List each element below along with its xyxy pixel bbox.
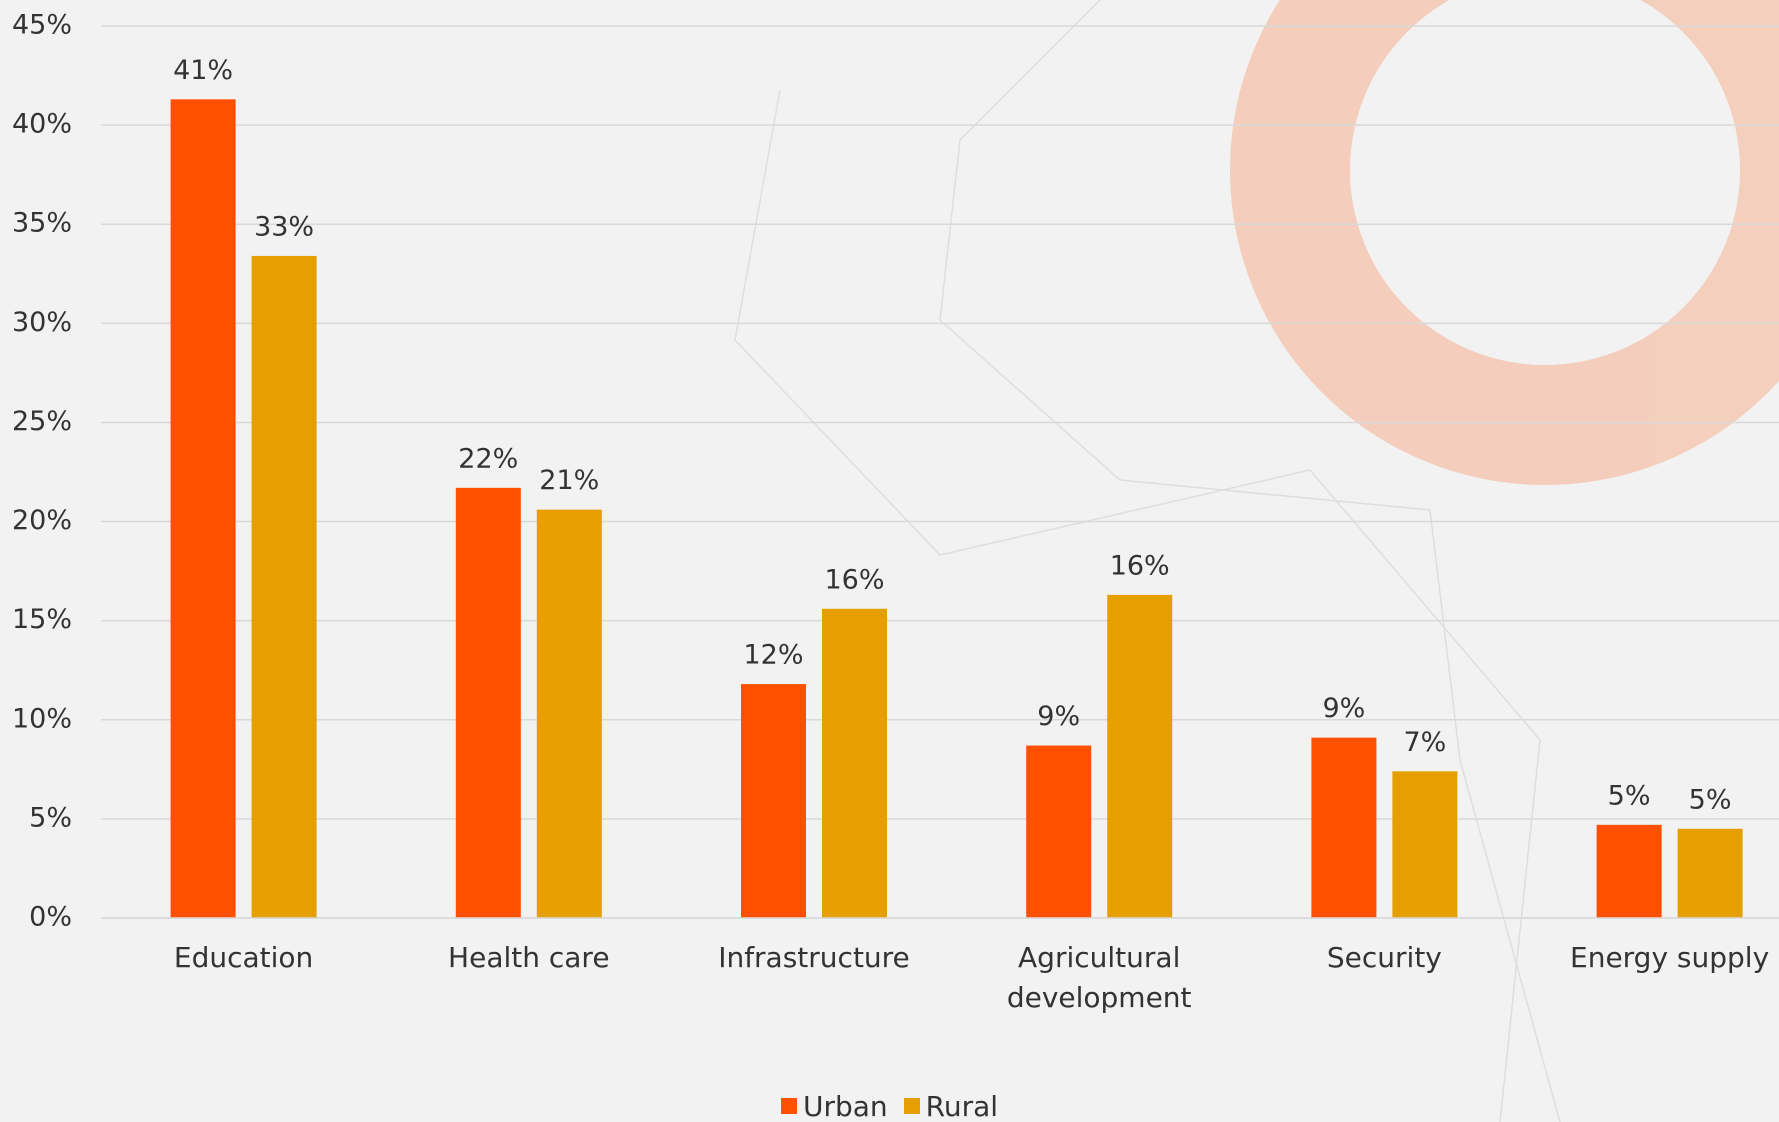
decor-line — [734, 89, 1541, 1122]
bar — [170, 99, 236, 918]
data-label: 5% — [1689, 784, 1732, 815]
decor-line — [939, 0, 1561, 1122]
background-decoration — [734, 0, 1779, 1122]
y-tick-label: 45% — [12, 10, 72, 41]
y-tick-label: 35% — [12, 208, 72, 239]
data-label: 5% — [1608, 780, 1651, 811]
data-label: 7% — [1403, 727, 1446, 758]
legend-swatch — [903, 1098, 920, 1114]
decor-ring — [1230, 0, 1779, 485]
legend-label: Urban — [802, 1089, 888, 1122]
data-label: 21% — [539, 465, 599, 496]
y-tick-label: 0% — [29, 902, 72, 933]
bar — [1596, 824, 1662, 918]
data-label: 41% — [173, 55, 233, 86]
y-tick-label: 25% — [12, 406, 72, 437]
data-label: 22% — [458, 443, 518, 474]
y-tick-label: 40% — [12, 109, 72, 140]
x-tick-label: Infrastructure — [718, 941, 910, 974]
y-tick-label: 15% — [12, 604, 72, 635]
bar — [1392, 771, 1458, 918]
bar — [822, 608, 887, 918]
legend-item: Urban — [780, 1089, 888, 1122]
bar — [536, 509, 602, 918]
data-label: 16% — [1110, 550, 1170, 581]
bar — [1311, 737, 1377, 918]
legend: Urban Rural — [0, 1088, 1779, 1122]
data-label: 16% — [824, 564, 884, 595]
bar — [1677, 828, 1743, 918]
x-tick-label: Agricultural development — [1006, 941, 1192, 1014]
legend-label: Rural — [925, 1089, 999, 1122]
bar — [455, 487, 521, 918]
y-tick-label: 30% — [12, 307, 72, 338]
y-tick-label: 5% — [29, 802, 72, 833]
data-label: 12% — [743, 640, 803, 671]
bar — [1026, 745, 1092, 918]
x-tick-label: Security — [1326, 941, 1442, 974]
x-tick-label: Education — [173, 941, 314, 974]
bar — [1107, 594, 1173, 918]
data-label: 9% — [1037, 701, 1080, 732]
data-label: 33% — [254, 211, 314, 242]
x-tick-label: Health care — [448, 941, 610, 974]
bar — [741, 684, 806, 918]
legend-item: Rural — [903, 1089, 999, 1122]
y-tick-label: 20% — [12, 505, 72, 536]
bar — [251, 255, 317, 919]
legend-swatch — [780, 1098, 797, 1114]
data-label: 9% — [1322, 693, 1365, 724]
x-tick-label: Energy supply — [1570, 941, 1770, 974]
y-tick-label: 10% — [12, 703, 72, 734]
